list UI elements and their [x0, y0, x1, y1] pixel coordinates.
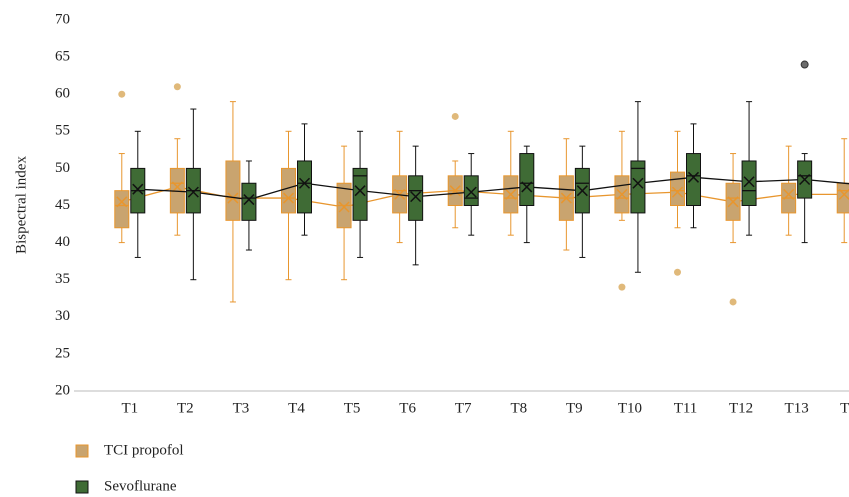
outlier	[173, 83, 181, 91]
x-tick-label: T11	[674, 400, 698, 416]
outlier	[674, 268, 681, 276]
mean-marker	[282, 192, 295, 204]
box	[670, 171, 685, 206]
legend-label: TCI propofol	[104, 442, 184, 458]
x-tick-label: T4	[288, 400, 305, 416]
y-tick-label: 35	[55, 271, 70, 287]
y-tick-label: 50	[55, 160, 70, 176]
mean-marker	[132, 183, 144, 195]
box	[225, 160, 241, 221]
x-tick-label: T5	[344, 400, 361, 416]
box	[408, 175, 424, 221]
y-axis-label: Bispectral index	[13, 156, 29, 254]
mean-marker	[687, 171, 700, 183]
x-tick-label: T9	[566, 400, 583, 416]
x-tick-label: T14	[840, 400, 849, 416]
mean-marker	[783, 188, 795, 200]
mean-marker	[521, 181, 533, 193]
y-tick-label: 60	[55, 86, 70, 102]
mean-marker	[410, 191, 422, 203]
box	[297, 160, 312, 214]
mean-marker	[727, 196, 739, 208]
mean-marker	[354, 185, 366, 197]
mean-marker	[838, 188, 849, 200]
x-tick-label: T3	[233, 400, 250, 416]
y-tick-label: 70	[55, 11, 70, 27]
mean-marker	[616, 188, 628, 200]
mean-marker	[298, 177, 311, 189]
x-tick-label: T1	[121, 400, 138, 416]
outlier	[800, 60, 809, 69]
mean-marker	[338, 201, 350, 213]
box	[352, 167, 368, 221]
box	[241, 182, 257, 221]
x-tick-label: T10	[618, 400, 642, 416]
mean-marker	[560, 192, 572, 204]
mean-line	[137, 176, 849, 201]
y-tick-label: 30	[55, 308, 70, 324]
legend-label: Sevoflurane	[104, 478, 177, 494]
mean-marker	[799, 173, 811, 186]
mean-marker	[505, 188, 517, 200]
legend-swatch	[75, 480, 89, 494]
mean-marker	[743, 176, 755, 188]
y-tick-label: 65	[55, 49, 70, 65]
box	[686, 153, 701, 206]
box	[281, 167, 296, 214]
y-tick-label: 25	[55, 345, 70, 361]
box	[114, 190, 130, 229]
outlier	[618, 283, 626, 291]
box	[519, 153, 535, 206]
mean-marker	[243, 194, 255, 206]
y-tick-label: 40	[55, 234, 70, 250]
outlier	[729, 298, 737, 306]
mean-marker	[171, 181, 183, 193]
mean-marker	[116, 196, 128, 208]
box	[741, 160, 757, 206]
x-tick-label: T7	[455, 400, 472, 416]
mean-marker	[632, 177, 644, 189]
mean-marker	[576, 185, 588, 197]
x-tick-label: T6	[399, 400, 416, 416]
x-tick-label: T8	[510, 400, 527, 416]
y-tick-label: 45	[55, 197, 70, 213]
mean-marker	[465, 186, 477, 198]
outlier	[118, 90, 126, 98]
box	[463, 175, 479, 207]
x-tick-label: T2	[177, 400, 194, 416]
legend-swatch	[75, 444, 89, 458]
box	[630, 160, 646, 214]
x-tick-label: T13	[785, 400, 809, 416]
x-tick-label: T12	[729, 400, 753, 416]
y-tick-label: 20	[55, 382, 70, 398]
y-tick-label: 55	[55, 123, 70, 139]
mean-marker	[187, 186, 199, 198]
mean-marker	[671, 186, 684, 198]
outlier	[451, 112, 459, 120]
